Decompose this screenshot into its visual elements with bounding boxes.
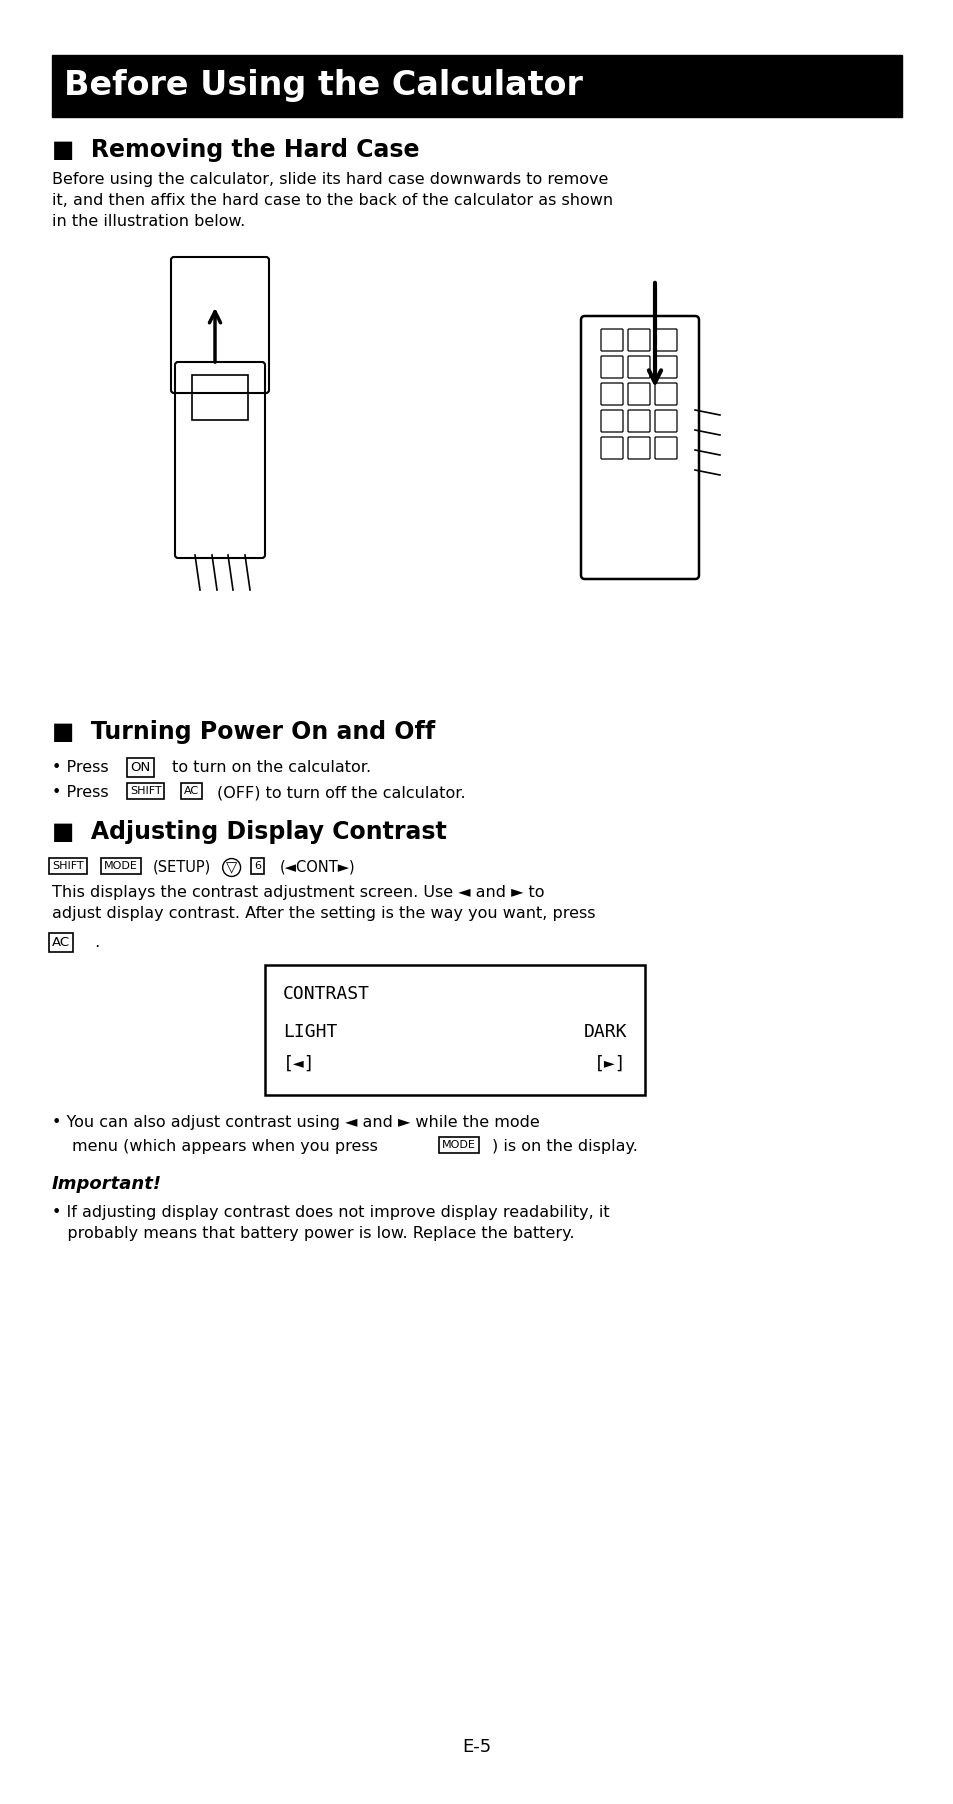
- Text: [◄]: [◄]: [283, 1055, 315, 1073]
- Text: This displays the contrast adjustment screen. Use ◄ and ► to
adjust display cont: This displays the contrast adjustment sc…: [52, 886, 595, 922]
- Text: Before Using the Calculator: Before Using the Calculator: [64, 70, 582, 103]
- Text: to turn on the calculator.: to turn on the calculator.: [167, 759, 371, 776]
- Text: MODE: MODE: [104, 861, 138, 871]
- Text: E-5: E-5: [462, 1737, 491, 1755]
- Text: SHIFT: SHIFT: [130, 787, 161, 796]
- Text: ON: ON: [130, 761, 150, 774]
- Bar: [265, 965, 644, 1095]
- Text: CONTRAST: CONTRAST: [283, 985, 370, 1003]
- Text: 6: 6: [253, 861, 261, 871]
- Text: (OFF) to turn off the calculator.: (OFF) to turn off the calculator.: [216, 785, 465, 799]
- Text: Before using the calculator, slide its hard case downwards to remove
it, and the: Before using the calculator, slide its h…: [52, 171, 613, 229]
- Text: DARK: DARK: [583, 1023, 626, 1041]
- Text: MODE: MODE: [441, 1140, 476, 1149]
- Text: SHIFT: SHIFT: [52, 861, 84, 871]
- Text: menu (which appears when you press: menu (which appears when you press: [71, 1138, 382, 1155]
- Text: ■  Removing the Hard Case: ■ Removing the Hard Case: [52, 137, 419, 162]
- Text: ▽: ▽: [226, 861, 237, 875]
- Text: AC: AC: [184, 787, 199, 796]
- Text: • If adjusting display contrast does not improve display readability, it
   prob: • If adjusting display contrast does not…: [52, 1205, 609, 1241]
- Text: [►]: [►]: [594, 1055, 626, 1073]
- Text: LIGHT: LIGHT: [283, 1023, 337, 1041]
- Bar: [192, 375, 248, 420]
- Bar: [52, 54, 901, 117]
- Text: .: .: [90, 934, 100, 951]
- Text: (SETUP): (SETUP): [152, 861, 211, 875]
- Text: Important!: Important!: [52, 1174, 162, 1192]
- Text: • Press: • Press: [52, 759, 113, 776]
- Text: ) is on the display.: ) is on the display.: [492, 1138, 638, 1155]
- Text: AC: AC: [52, 936, 71, 949]
- Text: • Press: • Press: [52, 785, 113, 799]
- Text: ■  Turning Power On and Off: ■ Turning Power On and Off: [52, 720, 435, 743]
- Text: • You can also adjust contrast using ◄ and ► while the mode: • You can also adjust contrast using ◄ a…: [52, 1115, 539, 1129]
- Text: (◄CONT►): (◄CONT►): [280, 861, 355, 875]
- Text: ■  Adjusting Display Contrast: ■ Adjusting Display Contrast: [52, 821, 446, 844]
